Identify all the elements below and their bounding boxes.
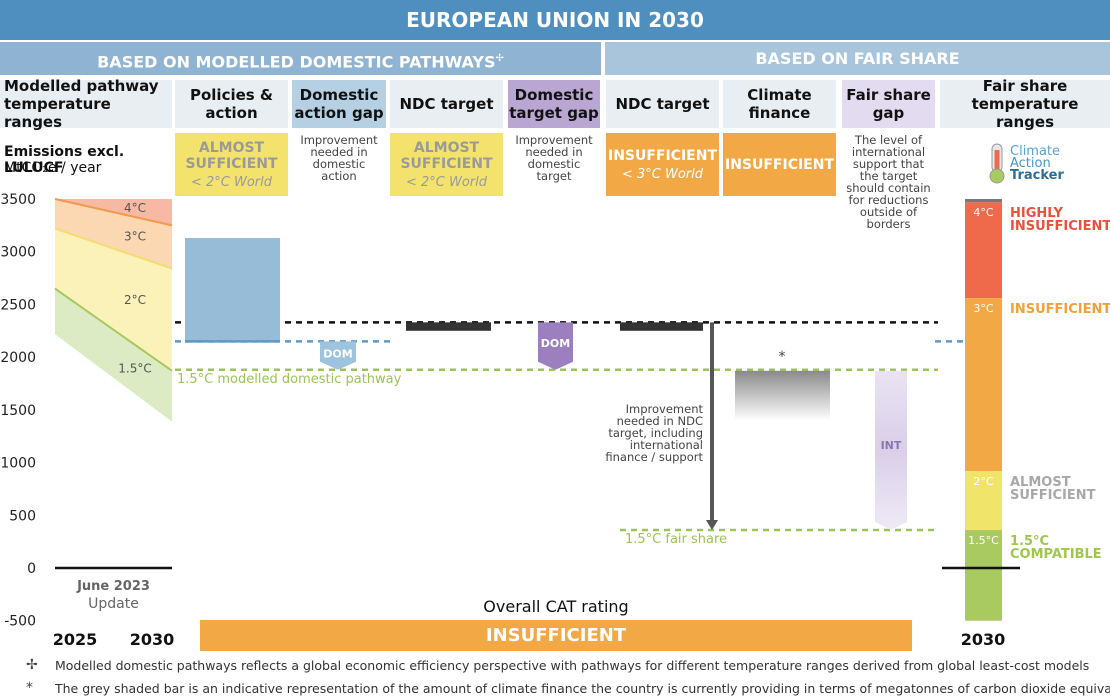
pathway-label: 3°C (124, 229, 146, 243)
column-note: Improvement needed in domestic action (300, 133, 378, 183)
column-header: NDC target (606, 80, 719, 128)
fair-share-range (965, 530, 1002, 621)
y-tick-label: 3000 (0, 245, 36, 261)
y-tick-label: 1000 (0, 456, 36, 472)
x-label: 2030 (129, 630, 175, 649)
policies-bar (185, 238, 280, 342)
pathway-line (54, 287, 173, 372)
logo-icon (989, 143, 1005, 184)
rating-box: INSUFFICIENT (723, 133, 836, 196)
update-date: June 2023 (77, 579, 150, 594)
rating-sub: < 3°C World (621, 166, 704, 182)
rating-text: INSUFFICIENT (607, 147, 718, 164)
section-mark: ✢ (495, 53, 504, 64)
y-unit: MtCO₂e / year (4, 160, 102, 176)
column-note: The level of international support that … (846, 133, 931, 231)
y-tick-label: 500 (9, 508, 36, 524)
pathway-label: 4°C (124, 201, 146, 215)
ndc-bar (406, 322, 491, 331)
y-tick-label: 1500 (0, 403, 36, 419)
rating-box: ALMOST SUFFICIENT < 2°C World (390, 133, 503, 196)
pathway-label: 2°C (124, 293, 146, 307)
rating-sub: < 2°C World (190, 174, 273, 190)
pathway-line (54, 332, 173, 422)
fair-share-label: 1.5°C fair share (625, 532, 728, 548)
range-rating: INSUFFICIENT (1010, 302, 1110, 318)
target-gap (538, 322, 573, 370)
rating-sub: < 2°C World (405, 174, 488, 190)
rating-text: ALMOST SUFFICIENT (185, 139, 278, 172)
range-rating: 1.5°C COMPATIBLE (1010, 534, 1102, 563)
improvement-note: Improvement needed in NDC target, includ… (605, 402, 703, 464)
rating-box: ALMOST SUFFICIENT < 2°C World (175, 133, 288, 196)
section-header: BASED ON MODELLED DOMESTIC PATHWAYS✢ (0, 42, 601, 75)
footnote-text: The grey shaded bar is an indicative rep… (55, 681, 1110, 696)
update-label: Update (88, 596, 139, 612)
range-cap (965, 199, 1002, 203)
column-header: Domestic target gap (508, 80, 600, 128)
title-banner: EUROPEAN UNION IN 2030 (0, 0, 1110, 40)
fair-share-range (965, 202, 1002, 299)
gap-label: DOM (541, 337, 570, 350)
column-header: Climate finance (723, 80, 836, 128)
section-header: BASED ON FAIR SHARE (605, 42, 1110, 75)
column-header: Fair share temperature ranges (940, 77, 1110, 131)
column-header: NDC target (390, 80, 503, 128)
y-label: Emissions excl. LULUCF (4, 144, 125, 176)
int-bar (875, 370, 907, 531)
y-tick-label: 0 (27, 561, 36, 577)
column-note: Improvement needed in domestic target (515, 133, 593, 183)
x-label: 2030 (960, 630, 1006, 649)
pathway-band (55, 288, 172, 421)
y-tick-label: 2000 (0, 350, 36, 366)
y-tick-label: 2500 (0, 297, 36, 313)
pathway-band (55, 199, 172, 269)
column-header: Fair share gap (842, 80, 935, 128)
range-label: 2°C (973, 475, 993, 488)
range-label: 3°C (973, 302, 993, 315)
rating-text: INSUFFICIENT (724, 156, 835, 173)
range-label: 1.5°C (968, 534, 999, 547)
finance-bar (735, 370, 830, 421)
finance-mark: * (779, 349, 786, 365)
domestic-gap (320, 341, 356, 370)
pathway-line (54, 227, 173, 270)
footnote-symbol: ✢ (26, 657, 38, 673)
section-title: BASED ON MODELLED DOMESTIC PATHWAYS (97, 52, 496, 72)
int-label: INT (881, 439, 902, 452)
pathway-label: 1.5°C (118, 361, 151, 375)
y-tick-label: 3500 (0, 192, 36, 208)
overall-rating: INSUFFICIENT (200, 620, 912, 651)
y-tick-label: -500 (4, 614, 36, 630)
pathway-line (54, 198, 173, 227)
pathway-15-label: 1.5°C modelled domestic pathway (177, 371, 402, 387)
gap-label: DOM (323, 348, 352, 361)
logo-text: Action (1010, 156, 1051, 171)
overall-label: Overall CAT rating (483, 597, 629, 616)
column-header: Policies & action (175, 80, 288, 128)
range-label: 4°C (973, 206, 993, 219)
footnote-symbol: * (26, 680, 33, 696)
logo-text: Tracker (1010, 168, 1064, 183)
fair-share-range (965, 470, 1002, 531)
footnote-text: Modelled domestic pathways reflects a gl… (55, 658, 1090, 673)
column-header: Domestic action gap (292, 80, 386, 128)
range-rating: HIGHLY INSUFFICIENT (1010, 206, 1110, 235)
column-header: Modelled pathway temperature ranges (0, 77, 172, 131)
rating-box: INSUFFICIENT < 3°C World (606, 133, 719, 196)
x-label: 2025 (52, 630, 98, 649)
pathway-band (55, 228, 172, 371)
rating-text: ALMOST SUFFICIENT (400, 139, 493, 172)
range-rating: ALMOST SUFFICIENT (1010, 474, 1096, 503)
arrow-head (706, 520, 718, 531)
ndc-bar (620, 322, 703, 331)
logo-text: Climate (1010, 144, 1061, 159)
fair-share-range (965, 298, 1002, 471)
